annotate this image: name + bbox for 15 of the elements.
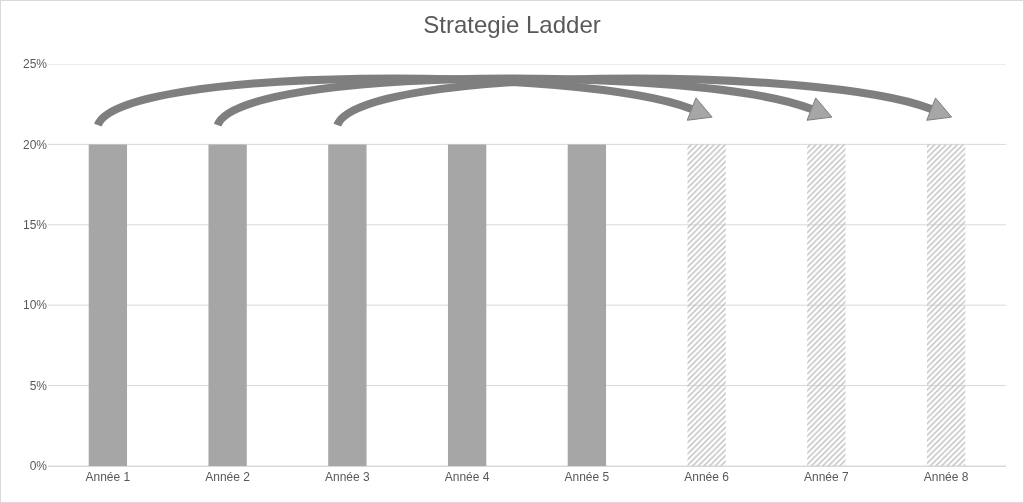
x-tick-label: Année 8 xyxy=(923,470,969,485)
y-tick-label: 10% xyxy=(22,298,48,313)
y-tick-label: 25% xyxy=(22,57,48,72)
x-tick-label: Année 1 xyxy=(85,470,131,485)
y-tick-label: 5% xyxy=(29,378,48,393)
y-tick-label: 20% xyxy=(22,137,48,152)
y-tick-label: 0% xyxy=(29,459,48,474)
x-tick-label: Année 3 xyxy=(325,470,371,485)
x-tick-label: Année 6 xyxy=(684,470,730,485)
y-tick-label: 15% xyxy=(22,218,48,232)
chart-title: Strategie Ladder xyxy=(423,10,601,38)
x-tick-label: Année 4 xyxy=(444,470,490,485)
x-tick-label: Année 2 xyxy=(205,470,251,485)
x-tick-label: Année 7 xyxy=(804,470,850,485)
x-tick-label: Année 5 xyxy=(564,470,610,485)
